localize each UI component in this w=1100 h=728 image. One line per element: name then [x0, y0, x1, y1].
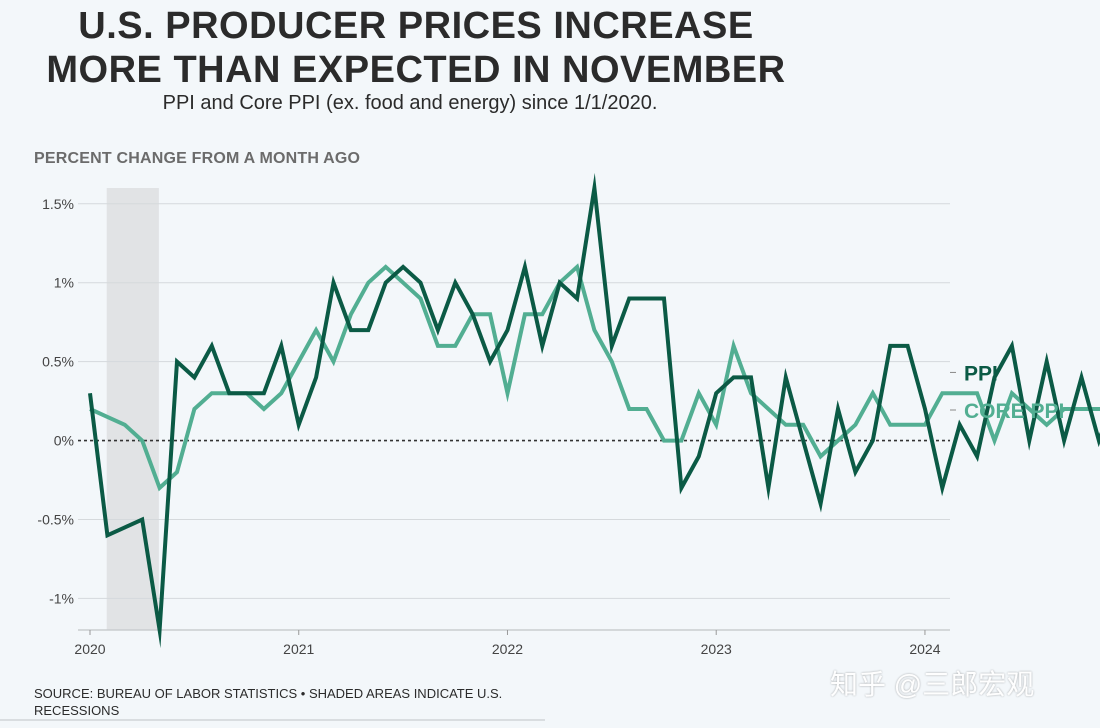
y-tick-label: -1% [49, 590, 74, 606]
chart-subtitle: PPI and Core PPI (ex. food and energy) s… [162, 92, 658, 114]
y-tick-label: 1.5% [42, 196, 74, 212]
x-tick-label: 2021 [283, 641, 314, 657]
chart-title: U.S. PRODUCER PRICES INCREASE MORE THAN … [36, 4, 796, 92]
x-tick-label: 2022 [492, 641, 523, 657]
title-line-1: U.S. PRODUCER PRICES INCREASE [78, 5, 754, 47]
footer-divider [0, 719, 545, 721]
series-line-core-ppi [89, 263, 1100, 492]
series-label-core-ppi: CORE PPI [964, 400, 1064, 423]
series-label-ppi: PPI [964, 362, 998, 385]
y-tick-label: 0% [54, 433, 74, 449]
y-axis-header: PERCENT CHANGE FROM A MONTH AGO [34, 150, 361, 167]
y-tick-label: 1% [54, 275, 74, 291]
recession-band-0 [106, 188, 159, 630]
series-line-ppi [88, 172, 1100, 649]
x-tick-label: 2024 [909, 641, 940, 657]
y-tick-label: 0.5% [42, 354, 74, 370]
x-tick-label: 2020 [74, 641, 105, 657]
source-note: SOURCE: BUREAU OF LABOR STATISTICS • SHA… [34, 686, 503, 718]
title-line-2: MORE THAN EXPECTED IN NOVEMBER [46, 49, 786, 91]
watermark: 知乎 @三郎宏观 [830, 669, 1035, 700]
y-tick-label: -0.5% [37, 512, 74, 528]
x-tick-label: 2023 [701, 641, 732, 657]
